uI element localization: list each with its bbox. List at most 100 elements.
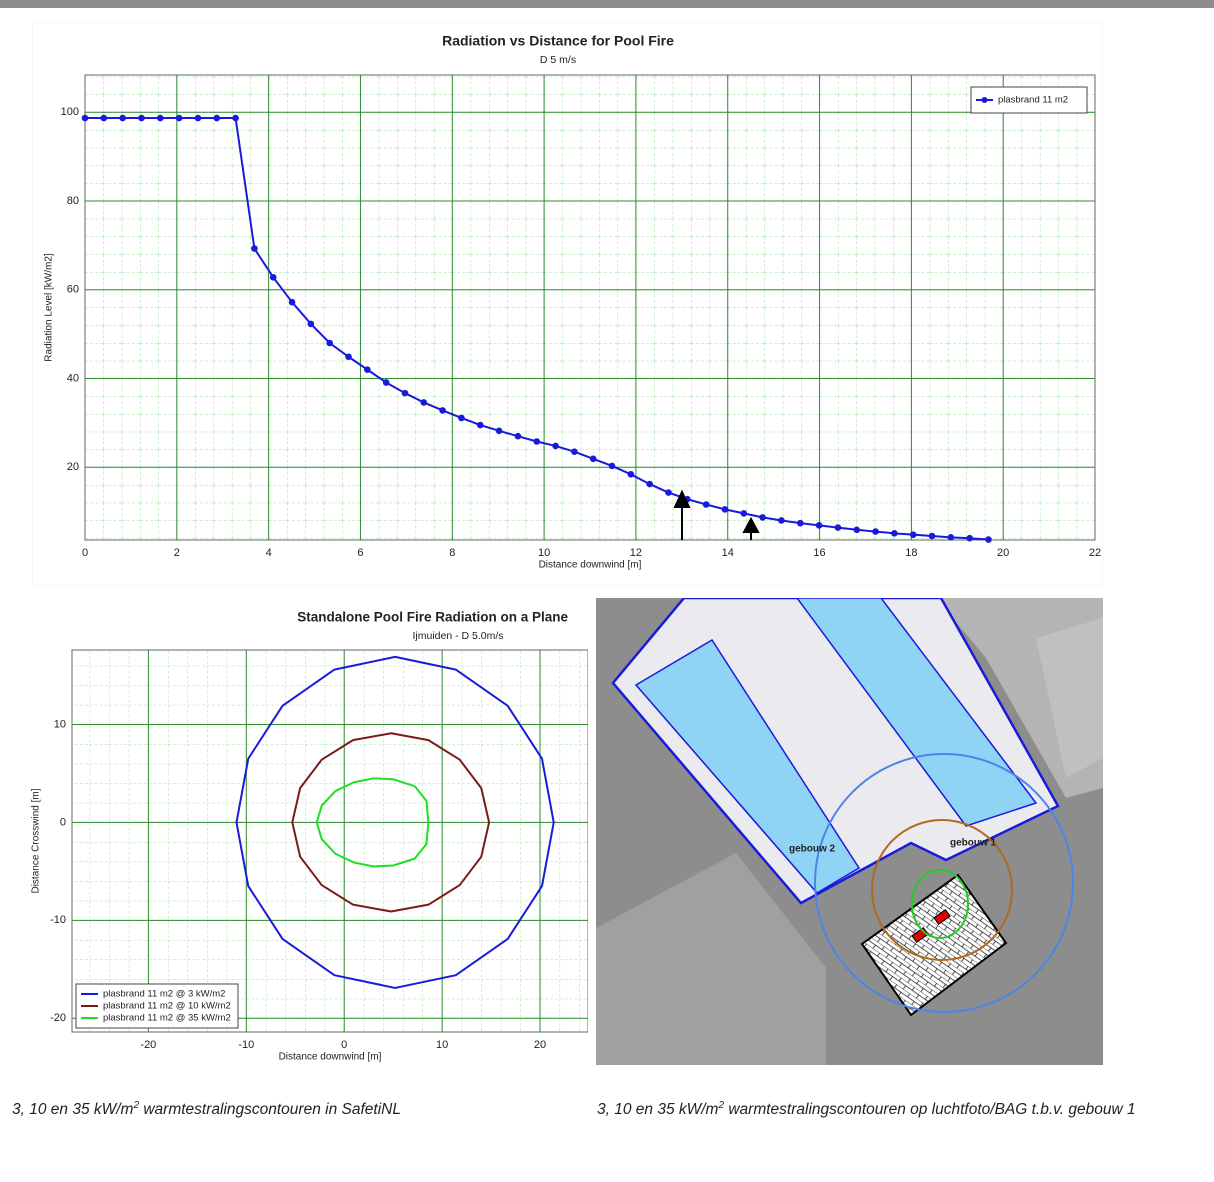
page: {"chart_data":[ {"type":"line","title":"… xyxy=(0,0,1214,1182)
y-axis-label: Distance Crosswind [m] xyxy=(31,788,42,893)
data-point xyxy=(458,415,465,422)
building-label: gebouw 1 xyxy=(950,838,997,849)
caption-text: warmtestralingscontouren op luchtfoto/BA… xyxy=(724,1101,1136,1118)
data-point xyxy=(157,115,164,122)
data-point xyxy=(722,506,729,513)
data-point xyxy=(232,115,239,122)
caption: 3, 10 en 35 kW/m2 warmtestralingscontour… xyxy=(12,1092,572,1124)
legend-label: plasbrand 11 m2 @ 10 kW/m2 xyxy=(103,1001,231,1012)
x-tick-label: 6 xyxy=(357,547,363,559)
data-point xyxy=(910,531,917,538)
data-point xyxy=(853,526,860,533)
building-label: gebouw 2 xyxy=(789,844,836,855)
data-point xyxy=(213,115,220,122)
x-tick-label: 10 xyxy=(436,1039,448,1051)
data-point xyxy=(82,115,89,122)
data-point xyxy=(872,528,879,535)
legend-label: plasbrand 11 m2 @ 3 kW/m2 xyxy=(103,989,225,1000)
data-point xyxy=(948,534,955,541)
data-point xyxy=(270,274,277,281)
data-point xyxy=(176,115,183,122)
y-tick-label: -20 xyxy=(50,1012,66,1024)
data-point xyxy=(646,481,653,488)
data-point xyxy=(891,530,898,537)
x-tick-label: 2 xyxy=(174,547,180,559)
data-point xyxy=(797,520,804,527)
x-tick-label: 8 xyxy=(449,547,455,559)
data-point xyxy=(383,379,390,386)
data-point xyxy=(251,245,258,252)
data-point xyxy=(195,115,202,122)
data-point xyxy=(571,448,578,455)
chart-subtitle: D 5 m/s xyxy=(540,54,576,66)
x-tick-label: 0 xyxy=(82,547,88,559)
caption-text: 3, 10 en 35 kW/m xyxy=(597,1101,718,1118)
caption-text: 3, 10 en 35 kW/m xyxy=(12,1101,133,1118)
minor-grid-area xyxy=(72,650,588,1032)
y-tick-label: 80 xyxy=(67,195,79,207)
y-tick-label: 0 xyxy=(60,816,66,828)
data-point xyxy=(515,433,522,440)
y-tick-label: 40 xyxy=(67,372,79,384)
data-point xyxy=(421,399,428,406)
x-tick-label: 10 xyxy=(538,547,550,559)
data-point xyxy=(816,522,823,529)
data-point xyxy=(138,115,145,122)
y-tick-label: 10 xyxy=(54,718,66,730)
data-point xyxy=(590,456,597,463)
data-point xyxy=(703,501,710,508)
caption: 3, 10 en 35 kW/m2 warmtestralingscontour… xyxy=(597,1092,1157,1124)
legend-marker xyxy=(982,97,988,103)
data-point xyxy=(326,340,333,347)
data-point xyxy=(496,428,503,435)
data-point xyxy=(364,366,371,373)
x-tick-label: 16 xyxy=(813,547,825,559)
caption-text: warmtestralingscontouren in SafetiNL xyxy=(139,1101,401,1118)
data-point xyxy=(740,510,747,517)
data-point xyxy=(119,115,126,122)
data-point xyxy=(966,535,973,542)
data-point xyxy=(552,443,559,450)
y-tick-label: 100 xyxy=(61,106,79,118)
data-point xyxy=(308,321,315,328)
chart: -20 -10 0 10 20 -20 -10 0 10 Standalone Pool Fire… xyxy=(28,598,588,1065)
x-tick-label: 0 xyxy=(341,1039,347,1051)
data-point xyxy=(628,471,635,478)
minor-grid-area xyxy=(85,75,1095,540)
aerial-photo: gebouw 1 gebouw 2 xyxy=(596,598,1103,1065)
x-tick-label: 14 xyxy=(722,547,734,559)
data-point xyxy=(985,536,992,543)
x-tick-label: 22 xyxy=(1089,547,1101,559)
top-bar xyxy=(0,0,1214,8)
x-tick-label: -20 xyxy=(140,1039,156,1051)
data-point xyxy=(101,115,108,122)
data-point xyxy=(439,407,446,414)
chart-title: Standalone Pool Fire Radiation on a Plan… xyxy=(297,610,568,625)
data-point xyxy=(289,299,296,306)
x-tick-label: 18 xyxy=(905,547,917,559)
x-axis-label: Distance downwind [m] xyxy=(279,1052,382,1063)
data-point xyxy=(929,533,936,540)
x-tick-label: 20 xyxy=(997,547,1009,559)
data-point xyxy=(835,524,842,531)
data-point xyxy=(665,489,672,496)
x-tick-label: 12 xyxy=(630,547,642,559)
data-point xyxy=(759,514,766,521)
data-point xyxy=(778,517,785,524)
y-tick-label: 20 xyxy=(67,461,79,473)
x-tick-label: 4 xyxy=(266,547,272,559)
y-tick-label: 60 xyxy=(67,284,79,296)
x-axis-label: Distance downwind [m] xyxy=(539,560,642,571)
data-point xyxy=(477,422,484,429)
data-point xyxy=(402,390,409,397)
legend-label: plasbrand 11 m2 @ 35 kW/m2 xyxy=(103,1013,231,1024)
x-tick-label: -10 xyxy=(238,1039,254,1051)
legend-label: plasbrand 11 m2 xyxy=(998,95,1068,106)
data-point xyxy=(533,438,540,445)
y-axis-label: Radiation Level [kW/m2] xyxy=(44,253,55,362)
x-tick-label: 20 xyxy=(534,1039,546,1051)
chart-subtitle: Ijmuiden - D 5.0m/s xyxy=(412,630,503,642)
y-tick-label: -10 xyxy=(50,914,66,926)
chart: 0 2 4 6 8 10 12 14 16 18 20 22 20 40 60 80 100 Radiation … xyxy=(32,22,1103,586)
data-point xyxy=(345,353,352,360)
